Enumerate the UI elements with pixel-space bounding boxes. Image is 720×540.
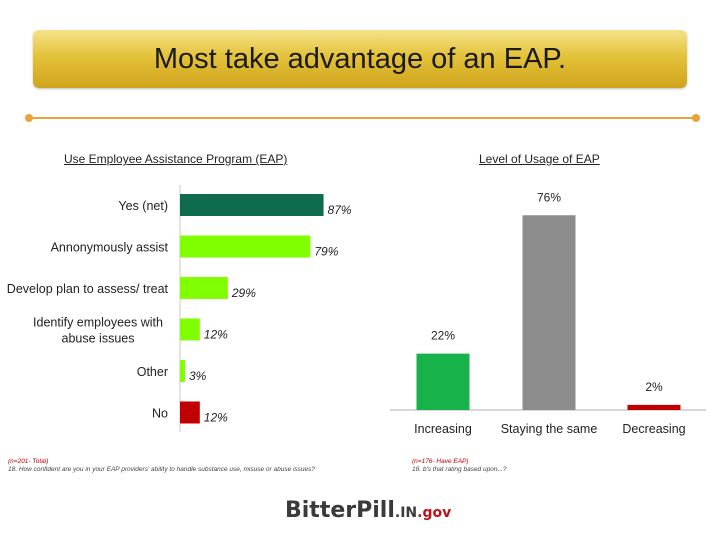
left-footnote: (n=201- Total) 18. How confident are you… <box>8 458 338 474</box>
bar-develop-plan-to-assess-treat <box>180 277 228 299</box>
category-label: Staying the same <box>501 422 598 436</box>
bar-value-label: 79% <box>314 245 338 259</box>
category-label: abuse issues <box>62 332 135 346</box>
category-label: Other <box>137 365 168 379</box>
category-label: Identify employees with <box>33 316 163 330</box>
category-label: Increasing <box>414 422 472 436</box>
bar-decreasing <box>627 404 681 410</box>
bar-value-label: 29% <box>231 286 256 300</box>
logo-part-3: .IN <box>394 505 418 521</box>
bar-increasing <box>416 353 470 410</box>
bar-identify-employees-with-abuse-issues <box>180 318 200 341</box>
left-chart-title: Use Employee Assistance Program (EAP) <box>64 152 288 166</box>
logo-part-2: Pill <box>356 498 395 523</box>
bar-value-label: 22% <box>431 329 455 343</box>
bar-value-label: 87% <box>328 203 352 217</box>
right-footnote-n: (n=176- Have EAP) <box>412 458 469 465</box>
logo-part-1: Bitter <box>285 498 357 523</box>
title-banner: Most take advantage of an EAP. <box>33 30 687 88</box>
bar-yes-net- <box>180 194 324 216</box>
category-label: No <box>152 407 168 421</box>
bar-value-label: 2% <box>645 380 663 394</box>
left-footnote-question: 18. How confident are you in your EAP pr… <box>8 466 316 473</box>
right-footnote: (n=176- Have EAP) 18. b's that rating ba… <box>412 458 612 474</box>
category-label: Yes (net) <box>118 199 168 213</box>
bar-value-label: 76% <box>537 190 561 204</box>
logo-part-4: .gov <box>417 505 452 521</box>
left-footnote-n: (n=201- Total) <box>8 458 49 465</box>
bar-value-label: 3% <box>189 369 207 383</box>
bar-value-label: 12% <box>204 411 228 425</box>
bar-annonymously-assist <box>180 235 311 258</box>
page-title: Most take advantage of an EAP. <box>153 43 567 75</box>
category-label: Decreasing <box>622 422 685 436</box>
bar-no <box>180 401 200 424</box>
category-label: Annonymously assist <box>51 241 169 255</box>
bar-other <box>180 360 185 382</box>
right-footnote-question: 18. b's that rating based upon...? <box>412 466 507 473</box>
divider-line <box>28 117 696 119</box>
bar-value-label: 12% <box>204 328 228 342</box>
divider-dot-right <box>692 114 700 122</box>
bitterpill-logo: BitterPill.IN.gov <box>285 498 451 524</box>
category-label: Develop plan to assess/ treat <box>7 282 169 296</box>
right-chart-title: Level of Usage of EAP <box>479 152 600 166</box>
bar-staying-the-same <box>522 215 576 410</box>
